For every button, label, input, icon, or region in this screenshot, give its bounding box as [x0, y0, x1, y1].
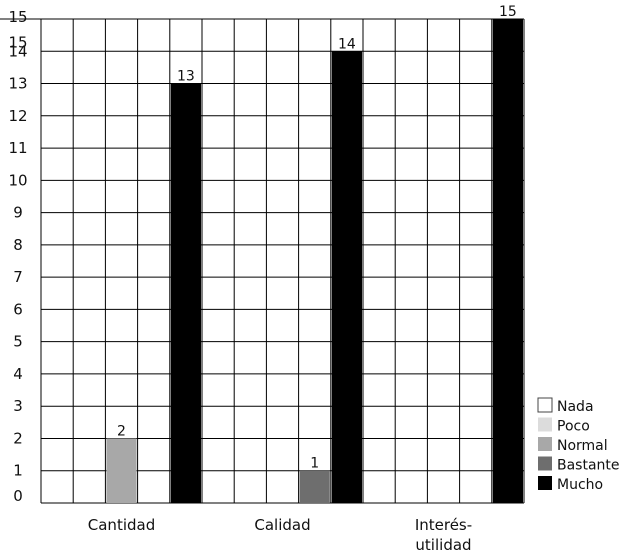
bar — [492, 19, 523, 503]
bar — [106, 438, 137, 503]
legend-swatch — [538, 476, 552, 490]
legend-swatch — [538, 456, 552, 471]
legend-label: Bastante — [557, 458, 620, 474]
y-tick-label: 7 — [13, 268, 23, 286]
y-tick-label: 0 — [13, 487, 23, 505]
y-tick-label: 3 — [13, 397, 23, 415]
legend-label: Normal — [557, 438, 608, 454]
data-label: 15 — [499, 4, 517, 20]
x-category-label: utilidad — [415, 536, 471, 554]
y-tick-label: 4 — [13, 365, 23, 383]
y-tick-label: 13 — [8, 75, 27, 93]
bar — [170, 83, 201, 504]
y-tick-label: 2 — [13, 429, 23, 447]
legend-swatch — [537, 397, 553, 413]
legend-swatch — [538, 417, 552, 432]
y-tick-label: 1 — [13, 462, 23, 480]
x-category-label: Interés- — [415, 516, 472, 534]
data-label: 2 — [117, 423, 126, 439]
y-tick-label: 15 — [8, 8, 27, 26]
bar — [331, 51, 362, 504]
data-label: 14 — [338, 36, 356, 52]
bar — [299, 470, 330, 503]
y-tick-label: 9 — [13, 204, 23, 222]
y-tick-label: 15 — [8, 33, 27, 51]
labels-layer: 012345678910111213141515213Cantidad114Ca… — [8, 4, 516, 554]
y-tick-label: 14 — [8, 42, 27, 60]
legend-label: Poco — [557, 419, 590, 435]
y-tick-label: 10 — [8, 171, 27, 189]
legend-label: Nada — [557, 399, 594, 415]
y-tick-label: 11 — [8, 139, 27, 157]
y-tick-label: 6 — [13, 300, 23, 318]
bars-layer — [106, 19, 523, 504]
y-tick-label: 12 — [8, 107, 27, 125]
legend: Nada Poco Normal Bastante Mucho — [537, 397, 620, 493]
y-tick-label: 8 — [13, 236, 23, 254]
y-tick-label: 5 — [13, 333, 23, 351]
x-category-label: Calidad — [254, 516, 310, 534]
data-label: 13 — [177, 69, 195, 85]
grid-layer — [0, 18, 525, 504]
data-label: 1 — [310, 456, 319, 472]
legend-label: Mucho — [557, 477, 603, 493]
legend-swatch — [538, 437, 552, 451]
x-category-label: Cantidad — [88, 516, 155, 534]
